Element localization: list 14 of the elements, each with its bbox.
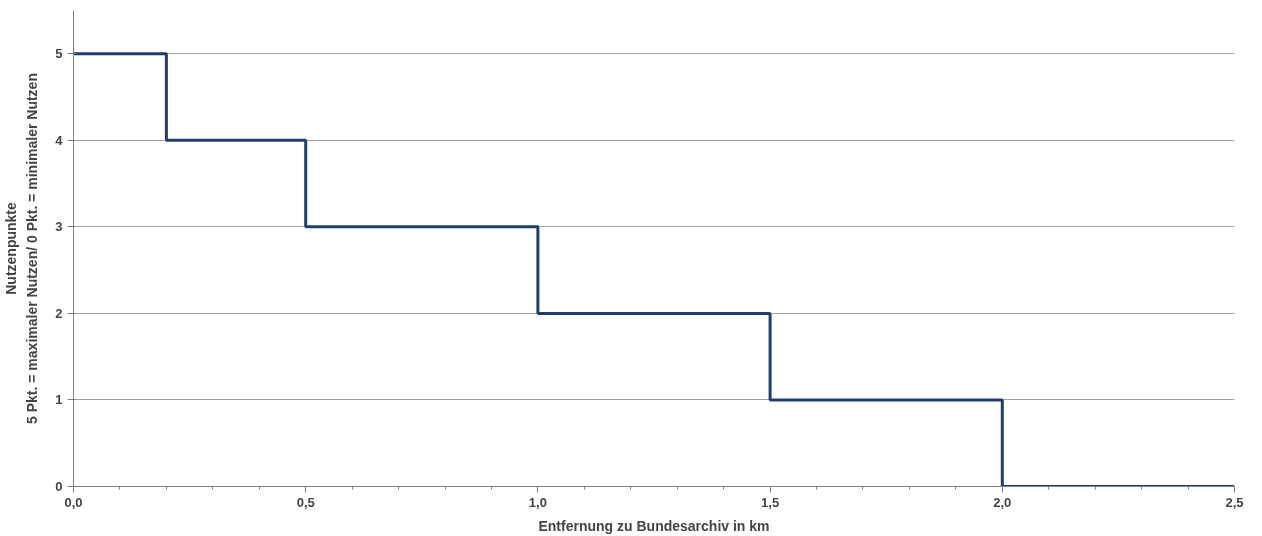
y-tick-label: 5 xyxy=(55,46,63,62)
x-tick-label: 1,0 xyxy=(528,494,547,510)
x-tick-label: 1,5 xyxy=(761,494,780,510)
x-axis-title: Entfernung zu Bundesarchiv in km xyxy=(538,517,770,534)
x-tick-label: 0,5 xyxy=(296,494,315,510)
y-tick-label: 4 xyxy=(55,132,64,148)
x-tick-label: 2,5 xyxy=(1225,494,1244,510)
y-tick-label: 0 xyxy=(55,479,63,494)
y-tick-label: 3 xyxy=(55,219,63,235)
x-tick-label: 2,0 xyxy=(993,494,1012,510)
x-tick-label: 0,0 xyxy=(64,494,83,510)
y-axis-title: Nutzenpunkte 5 Pkt. = maximaler Nutzen/ 0 Pkt. = minimaler Nutzen xyxy=(3,73,41,424)
y-tick-label: 1 xyxy=(55,392,63,408)
y-tick-label: 2 xyxy=(55,305,63,321)
